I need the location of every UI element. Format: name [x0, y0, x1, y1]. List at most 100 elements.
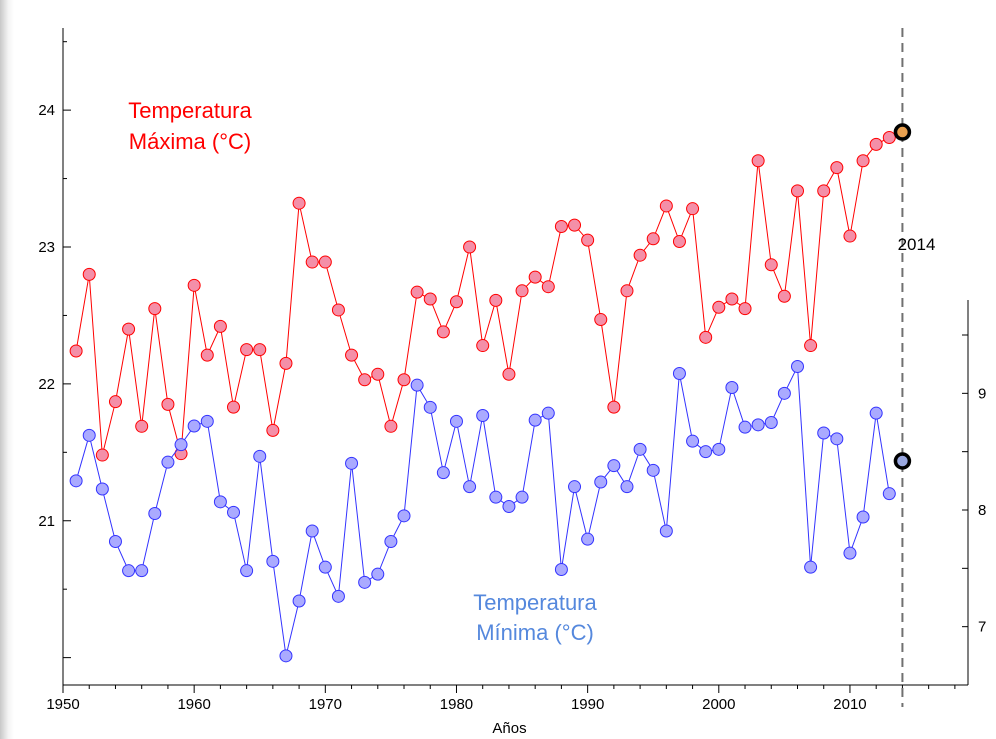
data-point	[607, 459, 621, 473]
data-point	[751, 154, 765, 168]
data-point	[266, 554, 280, 568]
data-point	[804, 560, 818, 574]
data-point	[358, 575, 372, 589]
data-point	[82, 428, 96, 442]
data-point	[659, 199, 673, 213]
data-point	[292, 196, 306, 210]
data-point	[200, 414, 214, 428]
data-point	[568, 218, 582, 232]
data-point	[659, 524, 673, 538]
data-point	[777, 289, 791, 303]
data-point	[187, 419, 201, 433]
data-point	[502, 500, 516, 513]
data-point	[135, 564, 149, 578]
data-point	[161, 455, 175, 469]
data-point	[148, 302, 162, 316]
data-point	[240, 343, 254, 357]
data-point	[686, 434, 700, 448]
data-point	[397, 373, 411, 387]
data-point	[843, 546, 857, 560]
data-point	[331, 303, 345, 317]
data-point	[95, 448, 109, 462]
data-point	[135, 419, 149, 433]
data-point	[384, 535, 398, 548]
data-point	[790, 184, 804, 198]
x-tick-label: 1950	[46, 696, 79, 713]
data-point	[82, 267, 96, 281]
left-tick-group: 21 22 23 24	[38, 41, 71, 659]
data-point	[830, 432, 844, 446]
data-point	[449, 414, 463, 428]
data-point	[227, 505, 241, 519]
data-point	[253, 449, 267, 463]
data-point	[213, 495, 227, 509]
data-point	[738, 302, 752, 316]
data-point	[830, 161, 844, 175]
highlight-point	[893, 123, 912, 141]
data-point	[607, 400, 621, 414]
data-point	[69, 344, 83, 358]
data-point	[528, 270, 542, 284]
data-point	[463, 240, 477, 254]
data-point	[515, 284, 529, 298]
left-tick-label: 24	[38, 102, 55, 119]
data-point	[410, 285, 424, 299]
data-point	[305, 255, 319, 269]
data-point	[581, 532, 595, 546]
marker-year-label: 2014	[898, 235, 936, 254]
data-point	[279, 356, 293, 370]
data-point	[371, 367, 385, 381]
series-line-0	[75, 137, 890, 456]
data-point	[489, 490, 503, 504]
data-point	[856, 154, 870, 168]
data-point	[122, 322, 136, 336]
data-point	[227, 400, 241, 414]
left-shadow-edge	[0, 0, 14, 739]
data-point	[502, 367, 516, 381]
data-point	[279, 649, 293, 663]
series-layer	[69, 123, 912, 663]
right-tick-label: 9	[978, 385, 986, 402]
right-tick-label: 7	[978, 619, 986, 636]
data-point	[371, 567, 385, 581]
data-point	[568, 480, 582, 494]
x-tick-label: 2000	[702, 696, 735, 713]
left-tick-label: 21	[38, 513, 55, 530]
data-point	[476, 409, 490, 422]
x-tick-group: 1950 1960 1970 1980 1990 2000 2010	[46, 685, 956, 713]
data-point	[436, 325, 450, 339]
data-point	[410, 378, 424, 392]
data-point	[187, 278, 201, 292]
data-point	[856, 510, 870, 524]
left-tick-label: 22	[38, 376, 55, 393]
data-point	[541, 280, 555, 294]
data-point	[672, 367, 686, 380]
data-point	[345, 456, 359, 470]
data-point	[122, 564, 136, 578]
data-point	[161, 397, 175, 411]
data-point	[108, 395, 122, 409]
left-tick-label: 23	[38, 239, 55, 256]
data-point	[515, 490, 529, 504]
data-point	[266, 423, 280, 437]
data-point	[423, 400, 437, 414]
data-point	[384, 419, 398, 433]
data-point	[882, 131, 896, 144]
data-point	[725, 381, 739, 394]
data-point	[594, 313, 608, 327]
data-point	[581, 233, 595, 247]
data-point	[620, 480, 634, 494]
data-point	[633, 442, 647, 456]
data-point	[882, 487, 896, 501]
data-point	[751, 418, 765, 432]
data-point	[489, 293, 503, 307]
highlight-point	[893, 452, 912, 470]
data-point	[449, 295, 463, 309]
data-point	[712, 442, 726, 456]
data-point	[869, 137, 883, 151]
data-point	[764, 416, 778, 429]
data-point	[463, 480, 477, 494]
data-point	[777, 386, 791, 400]
